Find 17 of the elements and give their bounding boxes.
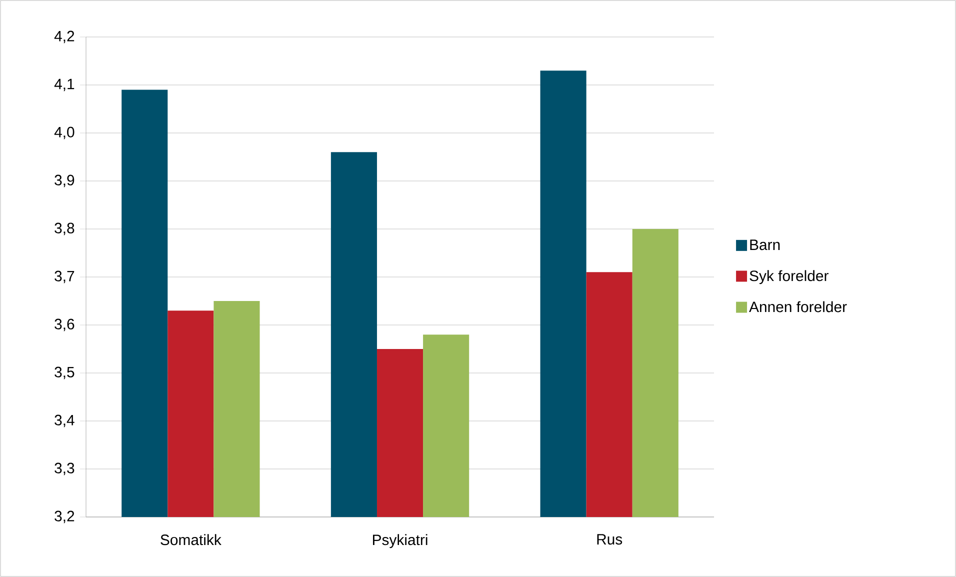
- y-tick-label: 3,9: [54, 174, 74, 188]
- y-tick-label: 3,3: [54, 462, 74, 476]
- y-tick-label: 3,4: [54, 414, 74, 428]
- legend-label: Barn: [750, 240, 780, 250]
- y-tick-label: 3,2: [54, 510, 74, 524]
- x-tick-label: Somatikk: [160, 534, 222, 546]
- x-tick-label: Psykiatri: [373, 534, 428, 548]
- legend-label: Syk forelder: [750, 270, 828, 284]
- y-tick-label: 3,8: [54, 222, 74, 236]
- y-tick-label: 3,6: [54, 318, 74, 332]
- legend-label: Annen forelder: [749, 301, 847, 312]
- y-tick-label: 4,2: [54, 30, 74, 44]
- x-tick-label: Rus: [597, 534, 622, 545]
- y-tick-label: 3,7: [54, 270, 74, 284]
- y-tick-label: 4,1: [54, 78, 74, 92]
- y-tick-label: 4,0: [54, 126, 74, 140]
- y-tick-label: 3,5: [54, 366, 74, 380]
